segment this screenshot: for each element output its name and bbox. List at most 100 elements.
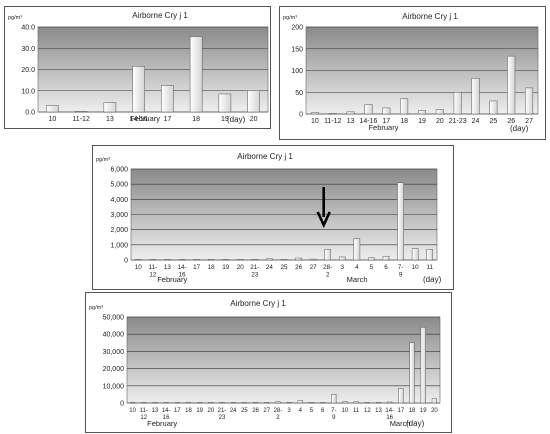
- bar: [382, 107, 391, 115]
- x-tick-label: 20: [237, 264, 245, 271]
- x-tick-label: 19: [221, 116, 229, 123]
- y-tick-label: 200: [291, 25, 303, 32]
- x-tick-label: 11-12: [324, 118, 341, 125]
- chart-panel-3: Airborne Cry j 1 pg/m³ 0 1,000 2,000 3,000 4,0…: [92, 145, 454, 290]
- x-tick-label: 28-2: [323, 264, 332, 278]
- x-tick-label: 25: [489, 118, 497, 125]
- chart-title: Airborne Cry j 1: [230, 299, 286, 308]
- x-tick-label: 13: [164, 264, 172, 271]
- bar: [264, 402, 270, 404]
- x-tick-label: 18: [400, 118, 408, 125]
- y-tick-label: 0: [124, 258, 128, 265]
- y-tick-label: 10.0: [21, 88, 35, 95]
- bar: [320, 402, 326, 404]
- month-label: February: [368, 123, 398, 132]
- bar: [364, 402, 370, 404]
- x-tick-label: 25: [241, 408, 248, 414]
- bar: [103, 102, 117, 113]
- y-tick-label: 3,000: [110, 212, 128, 219]
- bar: [525, 87, 534, 115]
- bar: [132, 66, 145, 113]
- bar: [74, 111, 88, 113]
- bar: [275, 401, 281, 404]
- bar: [280, 259, 288, 261]
- x-tick-label: 13: [106, 116, 114, 123]
- bar: [346, 111, 355, 115]
- x-tick-label: 27: [263, 408, 270, 414]
- bar: [420, 327, 426, 404]
- bar: [185, 402, 192, 404]
- bar: [426, 249, 434, 261]
- bar: [489, 100, 498, 115]
- x-tick-label: 14-16: [385, 408, 394, 421]
- bar: [435, 109, 444, 115]
- bar: [308, 402, 315, 404]
- y-tick-label: 40.0: [21, 25, 35, 32]
- x-tick-label: 20: [431, 408, 438, 414]
- x-tick-label: 19: [418, 118, 426, 125]
- x-tick-label: 10: [129, 408, 136, 414]
- x-tick-label: 27: [310, 264, 318, 271]
- month-label: March: [390, 419, 411, 428]
- y-tick-label: 150: [291, 46, 303, 53]
- y-tick-label: 30.0: [21, 46, 35, 53]
- y-tick-label: 0: [299, 112, 303, 119]
- bar: [309, 258, 317, 261]
- bar: [409, 342, 415, 404]
- bar: [193, 259, 200, 261]
- x-tick-label: 21-23: [218, 408, 227, 421]
- x-tick-label: 18: [208, 264, 216, 271]
- bar: [241, 402, 247, 404]
- x-tick-label: 14-16: [360, 118, 378, 125]
- bar: [134, 259, 142, 261]
- x-tick-label: 10: [135, 264, 143, 271]
- chart-title: Airborne Cry j 1: [132, 11, 188, 20]
- bar: [418, 110, 426, 115]
- bar: [251, 258, 259, 261]
- bar: [178, 259, 186, 261]
- chart-1-svg: Airborne Cry j 1 pg/m³ 0.0 10.0 20.0 30.0 40.0…: [8, 11, 269, 124]
- chart-title: Airborne Cry j 1: [402, 12, 458, 21]
- bar: [387, 401, 393, 404]
- chart-2-svg: Airborne Cry j 1 pg/m³ 0 50 100 150 200 10 11-12…: [283, 12, 539, 133]
- month-label: February: [130, 114, 160, 123]
- unit-label: pg/m³: [96, 157, 110, 163]
- bar: [382, 255, 390, 261]
- x-tick-label: 4: [299, 408, 303, 414]
- bar: [375, 402, 382, 404]
- bar: [342, 401, 348, 404]
- x-tick-label: 3: [341, 264, 345, 271]
- bar: [163, 402, 169, 404]
- x-tick-label: 17: [174, 408, 181, 414]
- bar: [149, 259, 157, 261]
- bar: [310, 112, 319, 115]
- bar: [453, 92, 462, 115]
- bar: [266, 258, 273, 261]
- bar: [364, 104, 373, 115]
- bar: [219, 402, 225, 404]
- x-tick-label: 20: [250, 116, 258, 123]
- bar: [222, 259, 230, 261]
- chart-title: Airborne Cry j 1: [237, 152, 293, 161]
- x-tick-label: 5: [310, 408, 314, 414]
- unit-label: pg/m³: [283, 15, 297, 21]
- x-tick-label: 17: [398, 408, 405, 414]
- bar: [431, 398, 438, 404]
- x-tick-label: 11-12: [72, 116, 89, 123]
- bar: [164, 259, 171, 261]
- bar: [152, 402, 158, 404]
- y-tick-label: 40,000: [103, 332, 125, 339]
- x-tick-label: 14-16: [130, 116, 148, 123]
- y-tick-label: 10,000: [103, 383, 125, 390]
- x-tick-label: 10: [48, 116, 56, 123]
- x-tick-label: 26: [507, 118, 515, 125]
- x-tick-label: 21-23: [449, 118, 467, 125]
- chart-4-svg: Airborne Cry j 1 pg/m³ 0 10,000 20,000 30,000…: [89, 299, 441, 428]
- bar: [141, 402, 147, 404]
- bar: [286, 402, 292, 404]
- x-tick-label: 13: [375, 408, 382, 414]
- bar: [297, 400, 303, 404]
- plot-area: [126, 316, 441, 404]
- x-tick-label: 11-12: [140, 408, 148, 421]
- chart-panel-4: Airborne Cry j 1 pg/m³ 0 10,000 20,000 30,000…: [85, 292, 452, 433]
